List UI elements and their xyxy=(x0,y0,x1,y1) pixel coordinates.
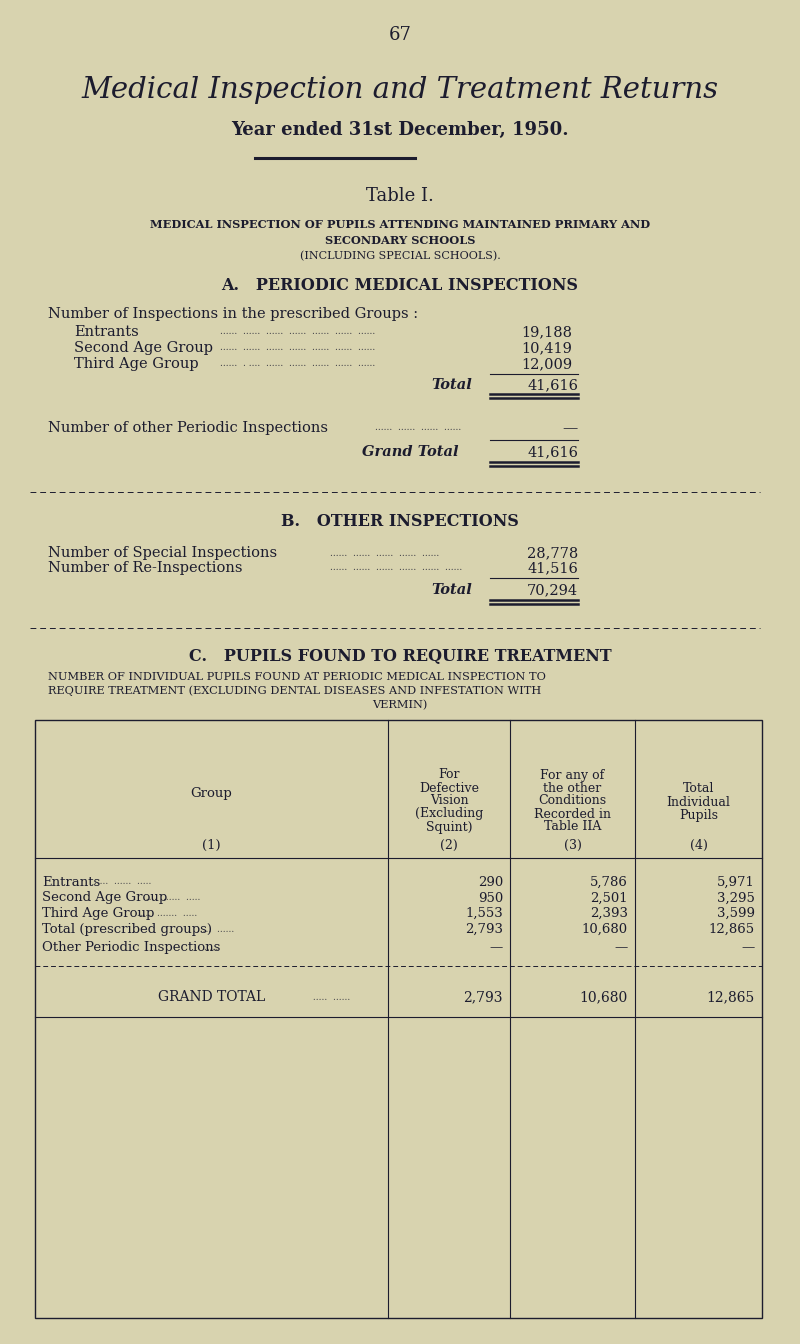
Text: For: For xyxy=(438,769,460,781)
Text: For any of: For any of xyxy=(540,769,605,781)
Text: 2,793: 2,793 xyxy=(463,991,503,1004)
Text: REQUIRE TREATMENT (EXCLUDING DENTAL DISEASES AND INFESTATION WITH: REQUIRE TREATMENT (EXCLUDING DENTAL DISE… xyxy=(48,685,542,696)
Text: (Excluding: (Excluding xyxy=(415,808,483,820)
Text: MEDICAL INSPECTION OF PUPILS ATTENDING MAINTAINED PRIMARY AND: MEDICAL INSPECTION OF PUPILS ATTENDING M… xyxy=(150,219,650,231)
Text: .....  ......: ..... ...... xyxy=(194,925,234,934)
Text: Second Age Group: Second Age Group xyxy=(74,341,213,355)
Text: B.   OTHER INSPECTIONS: B. OTHER INSPECTIONS xyxy=(281,512,519,530)
Text: 3,295: 3,295 xyxy=(717,891,755,905)
Text: ......  ......  ......  ......: ...... ...... ...... ...... xyxy=(375,423,462,433)
Text: 28,778: 28,778 xyxy=(526,546,578,560)
Text: 2,793: 2,793 xyxy=(465,922,503,935)
Text: Defective: Defective xyxy=(419,781,479,794)
Text: (INCLUDING SPECIAL SCHOOLS).: (INCLUDING SPECIAL SCHOOLS). xyxy=(300,251,500,261)
Text: Number of other Periodic Inspections: Number of other Periodic Inspections xyxy=(48,421,328,435)
Text: (3): (3) xyxy=(563,839,582,852)
Text: 290: 290 xyxy=(478,875,503,888)
Text: NUMBER OF INDIVIDUAL PUPILS FOUND AT PERIODIC MEDICAL INSPECTION TO: NUMBER OF INDIVIDUAL PUPILS FOUND AT PER… xyxy=(48,672,546,681)
Text: (2): (2) xyxy=(440,839,458,852)
Text: Table IIA: Table IIA xyxy=(544,820,601,833)
Text: Total: Total xyxy=(431,378,472,392)
Text: .....: ..... xyxy=(201,943,218,953)
Text: 10,680: 10,680 xyxy=(580,991,628,1004)
Text: Total: Total xyxy=(431,583,472,597)
Text: —: — xyxy=(490,942,503,954)
Text: Number of Re-Inspections: Number of Re-Inspections xyxy=(48,560,242,575)
Text: Recorded in: Recorded in xyxy=(534,808,611,820)
Text: Vision: Vision xyxy=(430,794,468,808)
Text: 950: 950 xyxy=(478,891,503,905)
Text: Entrants: Entrants xyxy=(74,325,138,339)
Text: ......  ......  ......  ......  ......  ......: ...... ...... ...... ...... ...... .....… xyxy=(330,563,462,573)
Text: Entrants: Entrants xyxy=(42,875,100,888)
Text: 5,971: 5,971 xyxy=(717,875,755,888)
Text: 41,516: 41,516 xyxy=(527,560,578,575)
Text: A.   PERIODIC MEDICAL INSPECTIONS: A. PERIODIC MEDICAL INSPECTIONS xyxy=(222,277,578,294)
Text: Table I.: Table I. xyxy=(366,187,434,206)
Text: C.   PUPILS FOUND TO REQUIRE TREATMENT: C. PUPILS FOUND TO REQUIRE TREATMENT xyxy=(189,648,611,664)
Text: Conditions: Conditions xyxy=(538,794,606,808)
Text: VERMIN): VERMIN) xyxy=(372,700,428,710)
Text: 12,865: 12,865 xyxy=(709,922,755,935)
Text: 67: 67 xyxy=(389,26,411,44)
Text: 10,680: 10,680 xyxy=(582,922,628,935)
Text: 5,786: 5,786 xyxy=(590,875,628,888)
Text: Group: Group xyxy=(190,786,232,800)
Text: Second Age Group: Second Age Group xyxy=(42,891,167,905)
Text: Year ended 31st December, 1950.: Year ended 31st December, 1950. xyxy=(231,121,569,138)
Text: .....  ......: ..... ...... xyxy=(310,992,350,1001)
Text: Third Age Group: Third Age Group xyxy=(74,358,198,371)
Text: (1): (1) xyxy=(202,839,221,852)
Text: 3,599: 3,599 xyxy=(717,906,755,919)
Text: Number of Inspections in the prescribed Groups :: Number of Inspections in the prescribed … xyxy=(48,306,418,321)
Text: 19,188: 19,188 xyxy=(521,325,572,339)
Text: (4): (4) xyxy=(690,839,707,852)
Text: 70,294: 70,294 xyxy=(527,583,578,597)
Bar xyxy=(35,720,762,1318)
Text: —: — xyxy=(614,942,628,954)
Text: Squint): Squint) xyxy=(426,820,472,833)
Text: Medical Inspection and Treatment Returns: Medical Inspection and Treatment Returns xyxy=(82,77,718,103)
Text: ......  ......  ......  ......  ......  ......  ......: ...... ...... ...... ...... ...... .....… xyxy=(220,344,375,352)
Text: .....  ......  .....: ..... ...... ..... xyxy=(139,894,200,903)
Text: 41,616: 41,616 xyxy=(527,378,578,392)
Text: Individual: Individual xyxy=(666,796,730,809)
Text: ......  ......  ......  ......  ......: ...... ...... ...... ...... ...... xyxy=(330,548,439,558)
Text: Total (prescribed groups): Total (prescribed groups) xyxy=(42,922,212,935)
Text: 12,865: 12,865 xyxy=(706,991,755,1004)
Text: ......  ......  ......  ......  ......  ......  ......: ...... ...... ...... ...... ...... .....… xyxy=(220,328,375,336)
Text: Total: Total xyxy=(683,782,714,796)
Text: ......  . ....  ......  ......  ......  ......  ......: ...... . .... ...... ...... ...... .....… xyxy=(220,359,375,368)
Text: 1,553: 1,553 xyxy=(466,906,503,919)
Text: Number of Special Inspections: Number of Special Inspections xyxy=(48,546,277,560)
Text: 12,009: 12,009 xyxy=(521,358,572,371)
Text: 2,393: 2,393 xyxy=(590,906,628,919)
Text: 41,616: 41,616 xyxy=(527,445,578,460)
Text: Grand Total: Grand Total xyxy=(362,445,458,460)
Text: SECONDARY SCHOOLS: SECONDARY SCHOOLS xyxy=(325,234,475,246)
Text: 2,501: 2,501 xyxy=(590,891,628,905)
Text: .....  .......  .....: ..... ....... ..... xyxy=(134,909,197,918)
Text: —: — xyxy=(742,942,755,954)
Text: Third Age Group: Third Age Group xyxy=(42,906,154,919)
Text: Pupils: Pupils xyxy=(679,809,718,821)
Text: 10,419: 10,419 xyxy=(521,341,572,355)
Text: —: — xyxy=(562,421,578,435)
Text: the other: the other xyxy=(543,781,602,794)
Text: .....  ......  .....: ..... ...... ..... xyxy=(91,878,151,887)
Text: GRAND TOTAL: GRAND TOTAL xyxy=(158,991,265,1004)
Text: Other Periodic Inspections: Other Periodic Inspections xyxy=(42,942,220,954)
